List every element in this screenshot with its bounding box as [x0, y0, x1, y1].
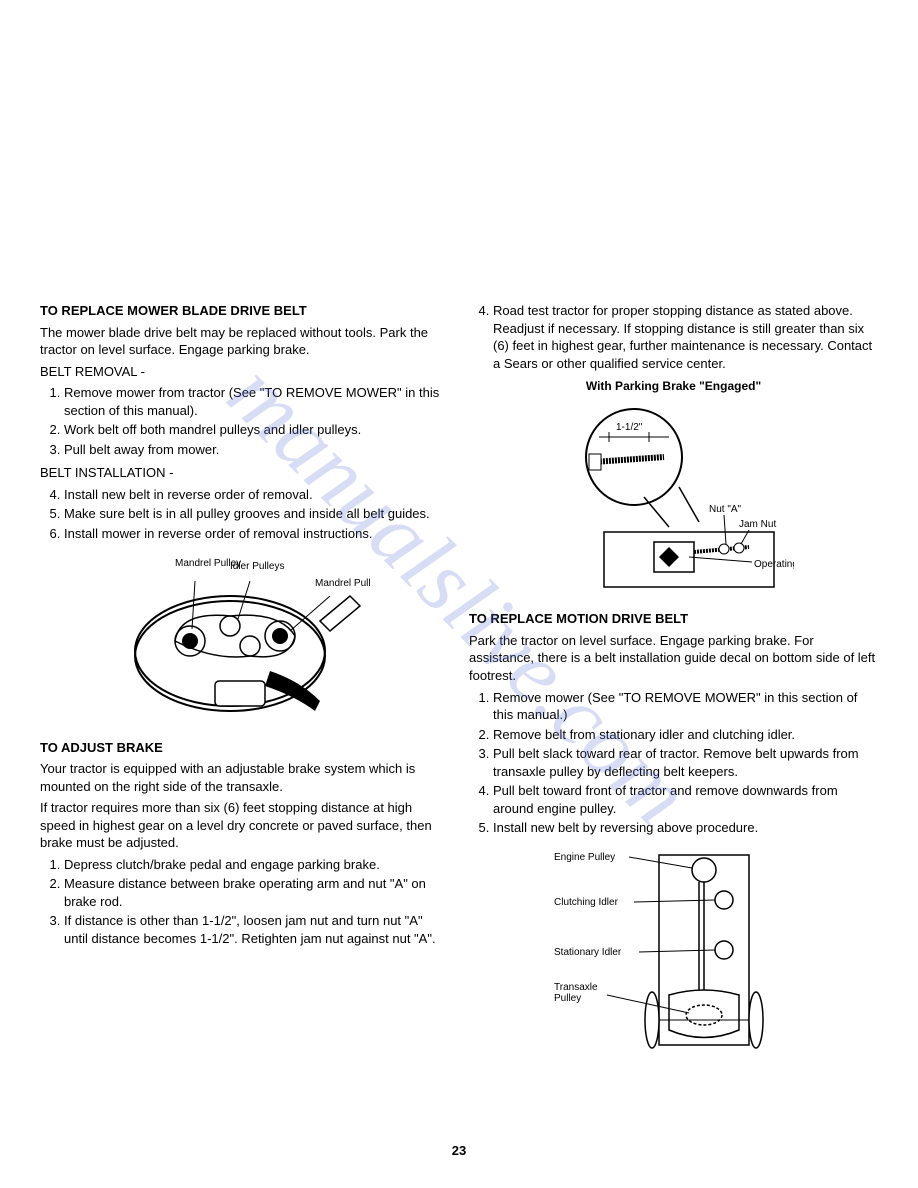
list-item: Pull belt away from mower. — [64, 441, 449, 459]
belt-install-list: Install new belt in reverse order of rem… — [40, 486, 449, 543]
label-idler-pulleys: Idler Pulleys — [230, 561, 284, 572]
fig2-caption: With Parking Brake "Engaged" — [469, 378, 878, 394]
label-engine-pulley: Engine Pulley — [554, 852, 615, 863]
brake-intro: Your tractor is equipped with an adjusta… — [40, 760, 449, 795]
belt-removal-heading: BELT REMOVAL - — [40, 363, 449, 381]
label-clutching-idler: Clutching Idler — [554, 897, 619, 908]
list-item: Install new belt by reversing above proc… — [493, 819, 878, 837]
list-item: Install mower in reverse order of remova… — [64, 525, 449, 543]
brake-steps-list: Depress clutch/brake pedal and engage pa… — [40, 856, 449, 948]
list-item: If distance is other than 1-1/2", loosen… — [64, 912, 449, 947]
brake-diagram: 1-1/2" Nut "A" Jam Nut Operating Arm — [469, 402, 878, 602]
list-item: Remove mower from tractor (See "TO REMOV… — [64, 384, 449, 419]
list-item: Pull belt slack toward rear of tractor. … — [493, 745, 878, 780]
right-column: Road test tractor for proper stopping di… — [469, 300, 878, 1073]
heading-adjust-brake: TO ADJUST BRAKE — [40, 739, 449, 757]
heading-replace-blade-belt: TO REPLACE MOWER BLADE DRIVE BELT — [40, 302, 449, 320]
blade-belt-intro: The mower blade drive belt may be replac… — [40, 324, 449, 359]
motion-steps-list: Remove mower (See "TO REMOVE MOWER" in t… — [469, 689, 878, 837]
brake-condition: If tractor requires more than six (6) fe… — [40, 799, 449, 852]
label-nut-a: Nut "A" — [709, 504, 742, 515]
list-item: Make sure belt is in all pulley grooves … — [64, 505, 449, 523]
tractor-bottom-diagram: Engine Pulley Clutching Idler Stationary… — [469, 845, 878, 1065]
page-number: 23 — [452, 1143, 466, 1158]
brake-step4-list: Road test tractor for proper stopping di… — [469, 302, 878, 372]
mower-deck-diagram: Mandrel Pulley Idler Pulleys Mandrel Pul… — [40, 551, 449, 731]
label-jam-nut: Jam Nut — [739, 519, 776, 530]
list-item: Measure distance between brake operating… — [64, 875, 449, 910]
belt-install-heading: BELT INSTALLATION - — [40, 464, 449, 482]
belt-removal-list: Remove mower from tractor (See "TO REMOV… — [40, 384, 449, 458]
list-item: Pull belt toward front of tractor and re… — [493, 782, 878, 817]
list-item: Depress clutch/brake pedal and engage pa… — [64, 856, 449, 874]
label-stationary-idler: Stationary Idler — [554, 947, 622, 958]
label-operating-arm: Operating Arm — [754, 559, 794, 570]
heading-motion-drive-belt: TO REPLACE MOTION DRIVE BELT — [469, 610, 878, 628]
list-item: Remove mower (See "TO REMOVE MOWER" in t… — [493, 689, 878, 724]
list-item: Remove belt from stationary idler and cl… — [493, 726, 878, 744]
label-transaxle-pulley: TransaxlePulley — [554, 982, 598, 1004]
motion-intro: Park the tractor on level surface. Engag… — [469, 632, 878, 685]
left-column: TO REPLACE MOWER BLADE DRIVE BELT The mo… — [40, 300, 449, 1073]
list-item: Road test tractor for proper stopping di… — [493, 302, 878, 372]
label-mandrel-pulley-right: Mandrel Pulley — [315, 578, 370, 589]
label-dimension: 1-1/2" — [616, 422, 643, 433]
list-item: Work belt off both mandrel pulleys and i… — [64, 421, 449, 439]
list-item: Install new belt in reverse order of rem… — [64, 486, 449, 504]
